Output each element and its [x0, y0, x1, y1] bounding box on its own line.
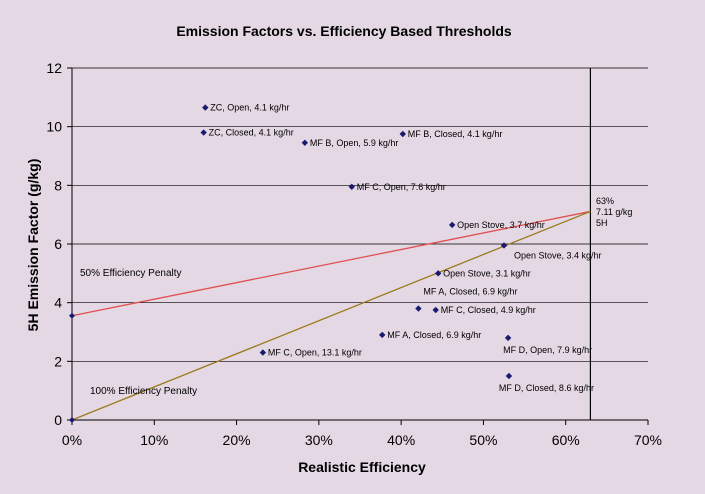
- data-point-label-0: ZC, Open, 4.1 kg/hr: [210, 103, 289, 113]
- x-tick-label-2: 20%: [223, 432, 251, 448]
- data-point-label-6: Open Stove, 3.4 kg/hr: [514, 250, 602, 260]
- data-point-13: [505, 372, 513, 380]
- axes: 0 2 4 6 8 10 12 0% 10% 20% 30% 40% 50% 60% 70%: [46, 60, 662, 448]
- data-point-label-10: MF A, Closed, 6.9 kg/hr: [387, 330, 481, 340]
- x-tick-label-4: 40%: [387, 432, 415, 448]
- data-point-1: [200, 129, 207, 136]
- penalty-line-start-marker-0: [69, 312, 75, 319]
- x-tick-label-7: 70%: [634, 432, 662, 448]
- data-point-label-3: MF B, Closed, 4.1 kg/hr: [408, 129, 503, 139]
- data-point-5: [448, 221, 456, 229]
- data-point-label-9: MF C, Closed, 4.9 kg/hr: [441, 305, 536, 315]
- data-point-label-12: MF D, Open, 7.9 kg/hr: [503, 345, 592, 355]
- data-point-7: [434, 270, 442, 277]
- data-point-label-11: MF C, Open, 13.1 kg/hr: [268, 348, 362, 358]
- y-tick-label-10: 10: [46, 119, 62, 135]
- y-tick-label-4: 4: [54, 295, 62, 311]
- data-point-label-7: Open Stove, 3.1 kg/hr: [443, 268, 531, 278]
- penalty-line-50: [71, 210, 591, 317]
- penalty-line-start-marker-1: [69, 417, 75, 423]
- y-tick-label-6: 6: [54, 236, 62, 252]
- x-tick-label-0: 0%: [62, 432, 82, 448]
- x-tick-label-3: 30%: [305, 432, 333, 448]
- data-point-0: [202, 104, 209, 111]
- y-tick-label-12: 12: [46, 60, 62, 76]
- data-point-11: [259, 349, 267, 356]
- y-axis-title: 5H Emission Factor (g/kg): [25, 159, 41, 332]
- data-point-2: [301, 139, 309, 146]
- chart-title: Emission Factors vs. Efficiency Based Th…: [176, 23, 512, 39]
- data-point-label-8: MF A, Closed, 6.9 kg/hr: [423, 287, 517, 297]
- data-point-4: [348, 183, 355, 190]
- threshold-label-line1: 63%: [596, 196, 614, 206]
- data-point-label-2: MF B, Open, 5.9 kg/hr: [310, 138, 399, 148]
- annotations: 50% Efficiency Penalty 100% Efficiency P…: [80, 196, 632, 397]
- data-points: ZC, Open, 4.1 kg/hr ZC, Closed, 4.1 kg/hr…: [200, 103, 602, 393]
- data-point-label-1: ZC, Closed, 4.1 kg/hr: [209, 128, 294, 138]
- x-tick-label-6: 60%: [552, 432, 580, 448]
- data-point-9: [432, 306, 439, 314]
- x-axis-title: Realistic Efficiency: [298, 459, 426, 475]
- threshold-label-line3: 5H: [596, 218, 608, 228]
- data-point-label-4: MF C, Open, 7.6 kg/hr: [357, 182, 446, 192]
- line-label-100: 100% Efficiency Penalty: [90, 386, 197, 397]
- data-point-3: [399, 130, 406, 138]
- line-label-50: 50% Efficiency Penalty: [80, 268, 182, 279]
- y-tick-label-8: 8: [54, 177, 62, 193]
- data-point-8: [415, 305, 422, 312]
- data-point-6: [500, 242, 508, 249]
- x-tick-label-1: 10%: [140, 432, 168, 448]
- data-point-12: [504, 334, 512, 342]
- data-point-label-13: MF D, Closed, 8.6 kg/hr: [499, 383, 594, 393]
- data-point-label-5: Open Stove, 3.7 kg/hr: [457, 220, 545, 230]
- gridlines: [72, 67, 648, 362]
- threshold-lines: [69, 68, 592, 423]
- threshold-label-line2: 7.11 g/kg: [596, 207, 632, 217]
- data-point-10: [379, 331, 386, 339]
- y-tick-label-0: 0: [54, 412, 62, 428]
- x-tick-label-5: 50%: [469, 432, 497, 448]
- y-tick-label-2: 2: [54, 353, 62, 369]
